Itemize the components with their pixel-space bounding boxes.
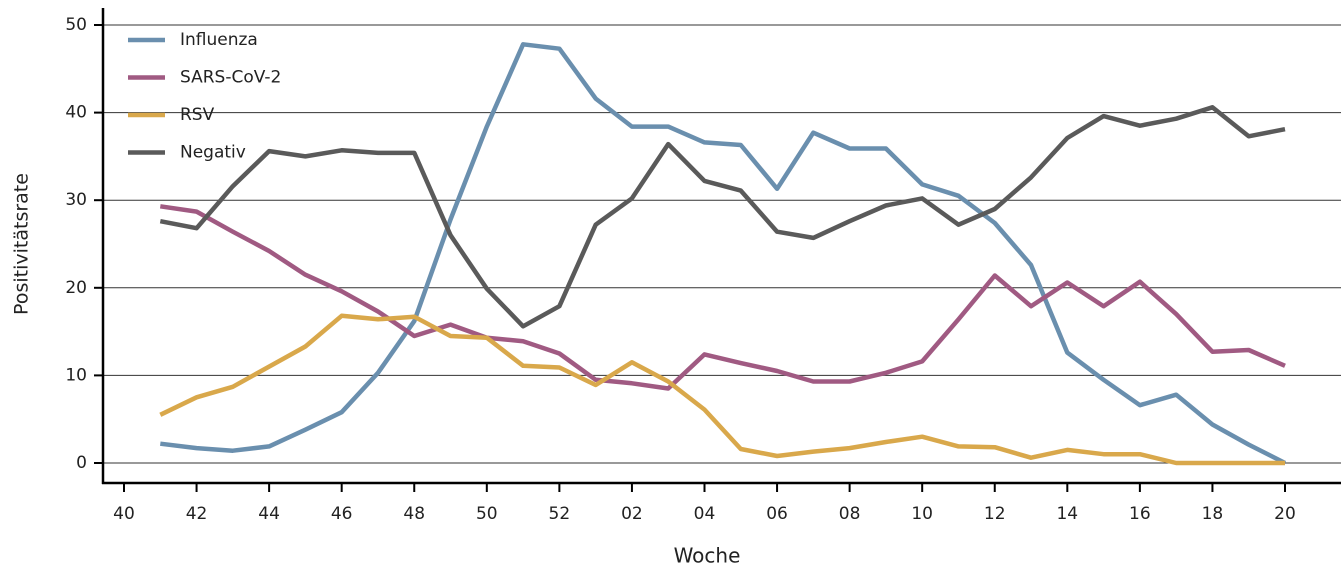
x-tick-label: 16 [1129,504,1151,524]
x-tick-label: 50 [476,504,498,524]
x-tick-label: 10 [911,504,933,524]
x-tick-label: 46 [331,504,353,524]
x-tick-label: 48 [403,504,425,524]
x-tick-label: 04 [694,504,716,524]
x-tick-label: 42 [186,504,208,524]
x-tick-label: 18 [1202,504,1224,524]
series-line [160,42,1287,466]
x-tick-label: 02 [621,504,643,524]
y-tick-label: 40 [65,103,87,123]
legend-label: SARS-CoV-2 [180,68,281,88]
x-tick-label: 52 [549,504,571,524]
series-line [159,204,1286,391]
x-tick-label: 06 [766,504,788,524]
legend-label: RSV [180,105,215,125]
x-tick-label: 12 [984,504,1006,524]
legend-label: Negativ [180,143,246,163]
y-axis-title: Positivitätsrate [11,173,33,315]
series-line [159,105,1286,329]
y-tick-label: 30 [65,190,87,210]
x-axis-title: Woche [674,544,741,568]
x-tick-label: 40 [113,504,135,524]
x-tick-label: 20 [1274,504,1296,524]
series-line [159,313,1285,466]
y-tick-label: 10 [65,365,87,385]
y-tick-label: 0 [76,453,87,473]
y-tick-label: 20 [65,278,87,298]
y-tick-label: 50 [65,15,87,35]
x-tick-label: 14 [1056,504,1078,524]
x-tick-label: 08 [839,504,861,524]
legend-label: Influenza [180,30,258,50]
x-tick-label: 44 [258,504,280,524]
